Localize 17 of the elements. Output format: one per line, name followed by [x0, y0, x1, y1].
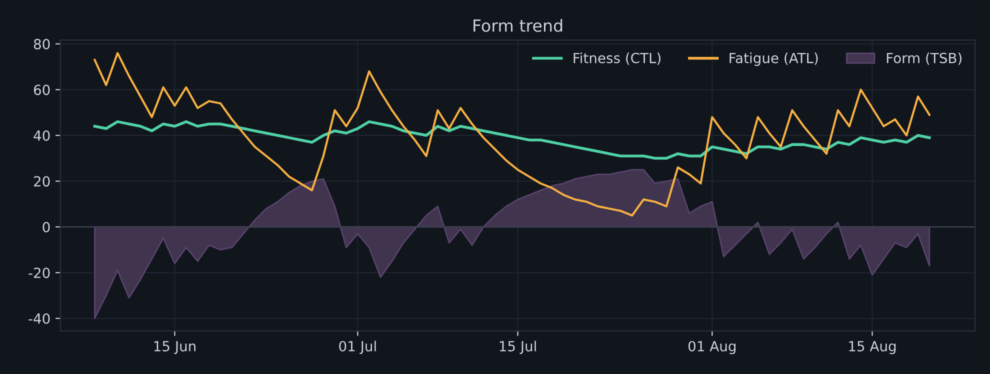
line-series	[93, 120, 931, 160]
y-tick-label: -40	[28, 313, 50, 324]
y-tick-label: 20	[34, 176, 50, 187]
y-tick-label: 80	[34, 38, 50, 50]
y-tick-label: 60	[34, 84, 50, 96]
y-tick-label: -20	[28, 268, 50, 278]
x-tick-label: 15 Aug	[849, 341, 896, 354]
legend-label: Form (TSB)	[886, 52, 962, 65]
x-tick-label: 01 Jul	[339, 340, 376, 354]
y-tick-label: 0	[42, 222, 50, 232]
x-tick-label: 15 Jun	[154, 341, 196, 354]
x-tick-label: 01 Aug	[688, 340, 736, 354]
legend-label: Fitness (CTL)	[574, 52, 660, 65]
legend-label: Fatigue (ATL)	[730, 52, 818, 66]
y-tick-label: 40	[34, 130, 50, 141]
x-tick-label: 15 Jul	[500, 340, 536, 354]
chart-title: Form trend	[474, 19, 562, 32]
